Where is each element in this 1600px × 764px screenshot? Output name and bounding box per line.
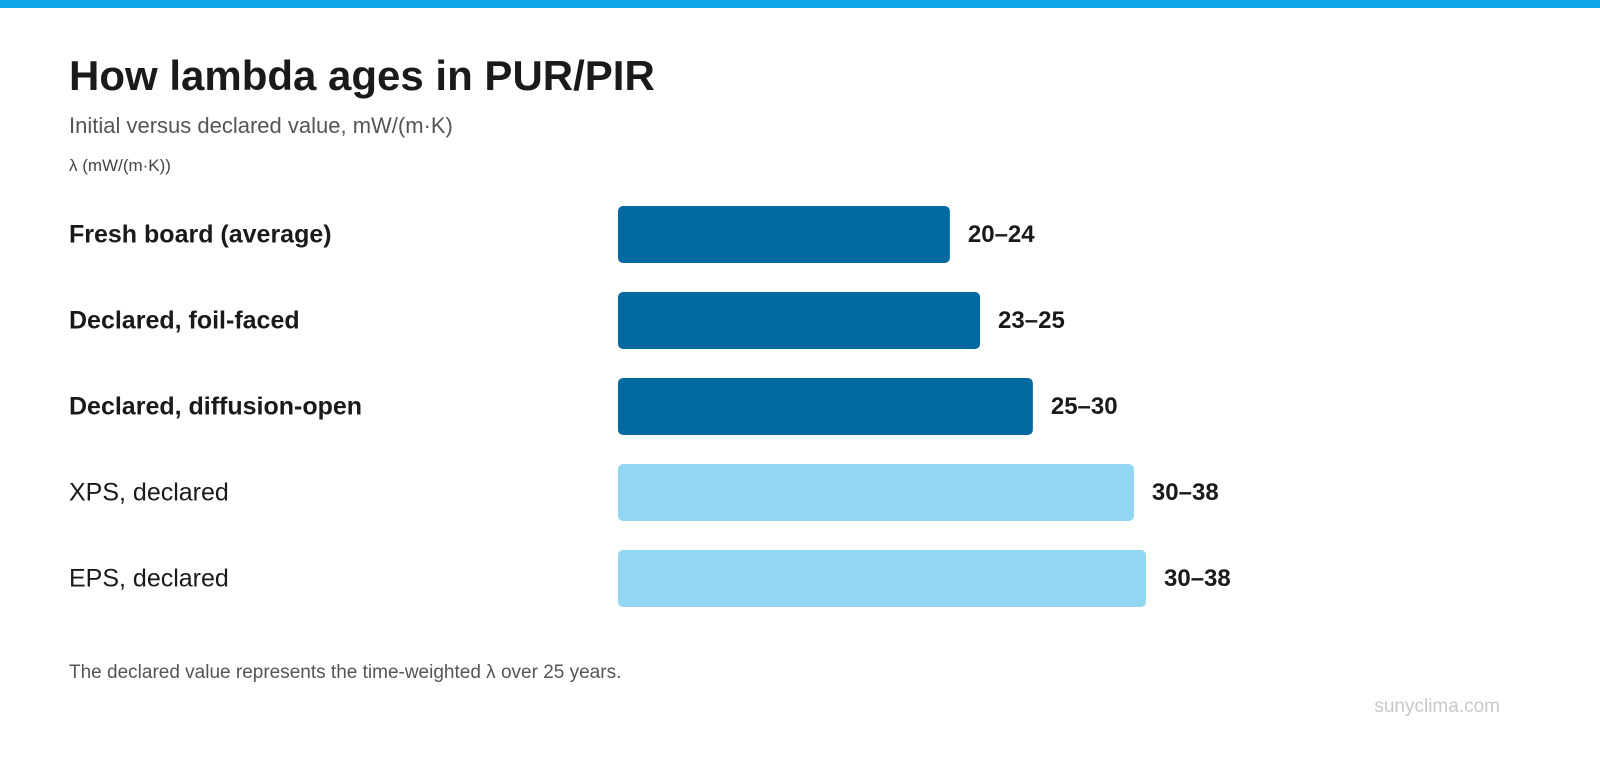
value-label: 20–24 [968, 221, 1035, 248]
value-label: 23–25 [998, 307, 1065, 334]
footnote: The declared value represents the time-w… [69, 662, 622, 683]
axis-unit-label: λ (mW/(m·K)) [69, 156, 171, 175]
category-label: Fresh board (average) [69, 221, 332, 249]
top-accent-bar [0, 0, 1600, 8]
bar [618, 464, 1134, 521]
bar [618, 206, 950, 263]
chart-subtitle: Initial versus declared value, mW/(m·K) [69, 113, 453, 138]
watermark: sunyclima.com [1374, 696, 1500, 717]
value-label: 30–38 [1152, 479, 1219, 506]
category-label: Declared, foil-faced [69, 307, 300, 335]
category-label: Declared, diffusion-open [69, 393, 362, 421]
chart-title: How lambda ages in PUR/PIR [69, 52, 655, 99]
category-label: EPS, declared [69, 565, 229, 593]
bar [618, 378, 1033, 435]
value-label: 30–38 [1164, 565, 1231, 592]
value-label: 25–30 [1051, 393, 1118, 420]
category-label: XPS, declared [69, 479, 229, 507]
bar [618, 550, 1146, 607]
bar [618, 292, 981, 349]
